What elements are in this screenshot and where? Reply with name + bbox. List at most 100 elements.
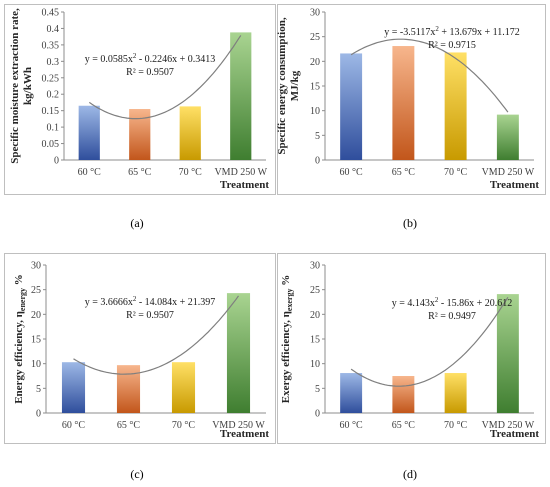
x-tick-label: VMD 250 W (482, 420, 535, 431)
equation-exponent: 2 (133, 295, 137, 303)
x-tick-label: 65 °C (128, 167, 151, 178)
bar-2 (171, 362, 196, 413)
y-axis-title: Exergy efficiency, ηexergy % (280, 275, 294, 403)
y-axis-title-unit: % (280, 275, 292, 289)
y-axis-title-subscript: exergy (285, 289, 294, 312)
bar-2 (444, 373, 467, 413)
equation-part: y = 3.6666x (85, 297, 133, 308)
panel-label: (a) (130, 216, 143, 230)
y-tick-label: 20 (31, 310, 41, 321)
y-tick-label: 10 (310, 106, 320, 117)
r-squared: R² = 0.9715 (428, 40, 476, 51)
y-tick-label: 5 (36, 384, 41, 395)
x-tick-label: 65 °C (392, 167, 415, 178)
x-axis-title: Treatment (490, 428, 539, 440)
bar-1 (392, 376, 415, 413)
equation-part: - 15.86x + 20.612 (438, 298, 512, 309)
equation-part: + 13.679x + 11.172 (439, 27, 520, 38)
equation-exponent: 2 (435, 296, 439, 304)
bar-0 (340, 53, 363, 160)
x-tick-label: 65 °C (117, 420, 140, 431)
x-tick-label: 60 °C (78, 167, 101, 178)
bar-3 (496, 114, 519, 160)
y-tick-label: 0.45 (42, 8, 60, 19)
y-axis-title-line: Specific moisture extraction rate, (9, 8, 21, 164)
y-tick-label: 5 (315, 384, 320, 395)
y-tick-label: 20 (310, 310, 320, 321)
x-tick-label: VMD 250 W (482, 167, 535, 178)
x-tick-label: 60 °C (340, 167, 363, 178)
bar-2 (179, 106, 201, 160)
equation-exponent: 2 (133, 52, 137, 60)
y-tick-label: 15 (31, 335, 41, 346)
x-tick-label: 70 °C (444, 167, 467, 178)
bar-2 (444, 52, 467, 160)
trendline (88, 35, 242, 120)
y-tick-label: 0.1 (47, 123, 60, 134)
y-tick-label: 30 (31, 261, 41, 272)
y-tick-label: 10 (31, 359, 41, 370)
x-tick-label: 70 °C (444, 420, 467, 431)
y-tick-label: 30 (310, 261, 320, 272)
trendline (73, 295, 239, 375)
y-tick-label: 0.15 (42, 106, 60, 117)
trend-equation: y = 4.143x2 - 15.86x + 20.612 (392, 296, 513, 309)
panel-label: (d) (403, 467, 417, 481)
y-axis-title-main: Exergy efficiency, η (280, 311, 292, 403)
bar-0 (61, 362, 86, 413)
panel-label: (c) (130, 467, 143, 481)
trend-equation: y = -3.5117x2 + 13.679x + 11.172 (384, 25, 520, 38)
y-tick-label: 10 (310, 359, 320, 370)
y-tick-label: 25 (31, 285, 41, 296)
x-tick-label: 60 °C (340, 420, 363, 431)
y-tick-label: 0.4 (47, 24, 60, 35)
y-axis-title-unit: % (13, 274, 25, 288)
x-axis-title: Treatment (220, 428, 269, 440)
y-axis-title: Specific moisture extraction rate,kg/kWh (9, 8, 34, 164)
trend-equation: y = 3.6666x2 - 14.084x + 21.397 (85, 295, 216, 308)
r-squared: R² = 0.9497 (428, 311, 476, 322)
y-tick-label: 0 (36, 409, 41, 420)
y-axis-title-line: MJ/kg (289, 70, 301, 101)
bar-1 (129, 109, 151, 160)
y-axis-title-line: kg/kWh (22, 67, 34, 105)
bar-0 (78, 105, 100, 160)
y-tick-label: 30 (310, 8, 320, 19)
bar-1 (116, 365, 141, 413)
y-tick-label: 0.05 (42, 139, 60, 150)
equation-part: - 0.2246x + 0.3413 (136, 54, 215, 65)
chart-panel-a: 0 0.05 0.1 0.15 0.2 0.25 0.3 0.35 0.4 0.45 60 °C 65… (4, 4, 276, 230)
x-tick-label: VMD 250 W (212, 420, 265, 431)
equation-part: y = 0.0585x (85, 54, 133, 65)
y-axis-title-subscript: energy (18, 288, 27, 311)
equation-part: y = -3.5117x (384, 27, 435, 38)
trendline (350, 296, 509, 387)
x-tick-label: 70 °C (172, 420, 195, 431)
trend-equation: y = 0.0585x2 - 0.2246x + 0.3413 (85, 52, 216, 65)
y-tick-label: 25 (310, 285, 320, 296)
y-tick-label: 20 (310, 57, 320, 68)
equation-part: - 14.084x + 21.397 (136, 297, 215, 308)
y-tick-label: 5 (315, 131, 320, 142)
equation-part: y = 4.143x (392, 298, 435, 309)
y-tick-label: 0.35 (42, 40, 60, 51)
y-tick-label: 25 (310, 32, 320, 43)
x-tick-label: VMD 250 W (214, 167, 267, 178)
chart-panel-c: 0 5 10 15 20 25 30 60 °C 65 °C 70 °C VMD 250 WTrea… (4, 253, 276, 481)
x-tick-label: 70 °C (179, 167, 202, 178)
bar-1 (392, 46, 415, 160)
y-tick-label: 15 (310, 335, 320, 346)
y-tick-label: 15 (310, 82, 320, 93)
bar-0 (340, 373, 363, 413)
y-axis-title: Energy efficiency, ηenergy % (13, 274, 27, 404)
chart-panel-d: 0 5 10 15 20 25 30 60 °C 65 °C 70 °C VMD 250 WTrea… (277, 253, 546, 481)
y-tick-label: 0 (54, 156, 59, 167)
y-tick-label: 0.2 (47, 90, 60, 101)
bar-3 (230, 32, 252, 160)
x-axis-title: Treatment (490, 179, 539, 191)
x-tick-label: 65 °C (392, 420, 415, 431)
panel-label: (b) (403, 216, 417, 230)
bar-3 (226, 293, 251, 413)
r-squared: R² = 0.9507 (126, 67, 174, 78)
